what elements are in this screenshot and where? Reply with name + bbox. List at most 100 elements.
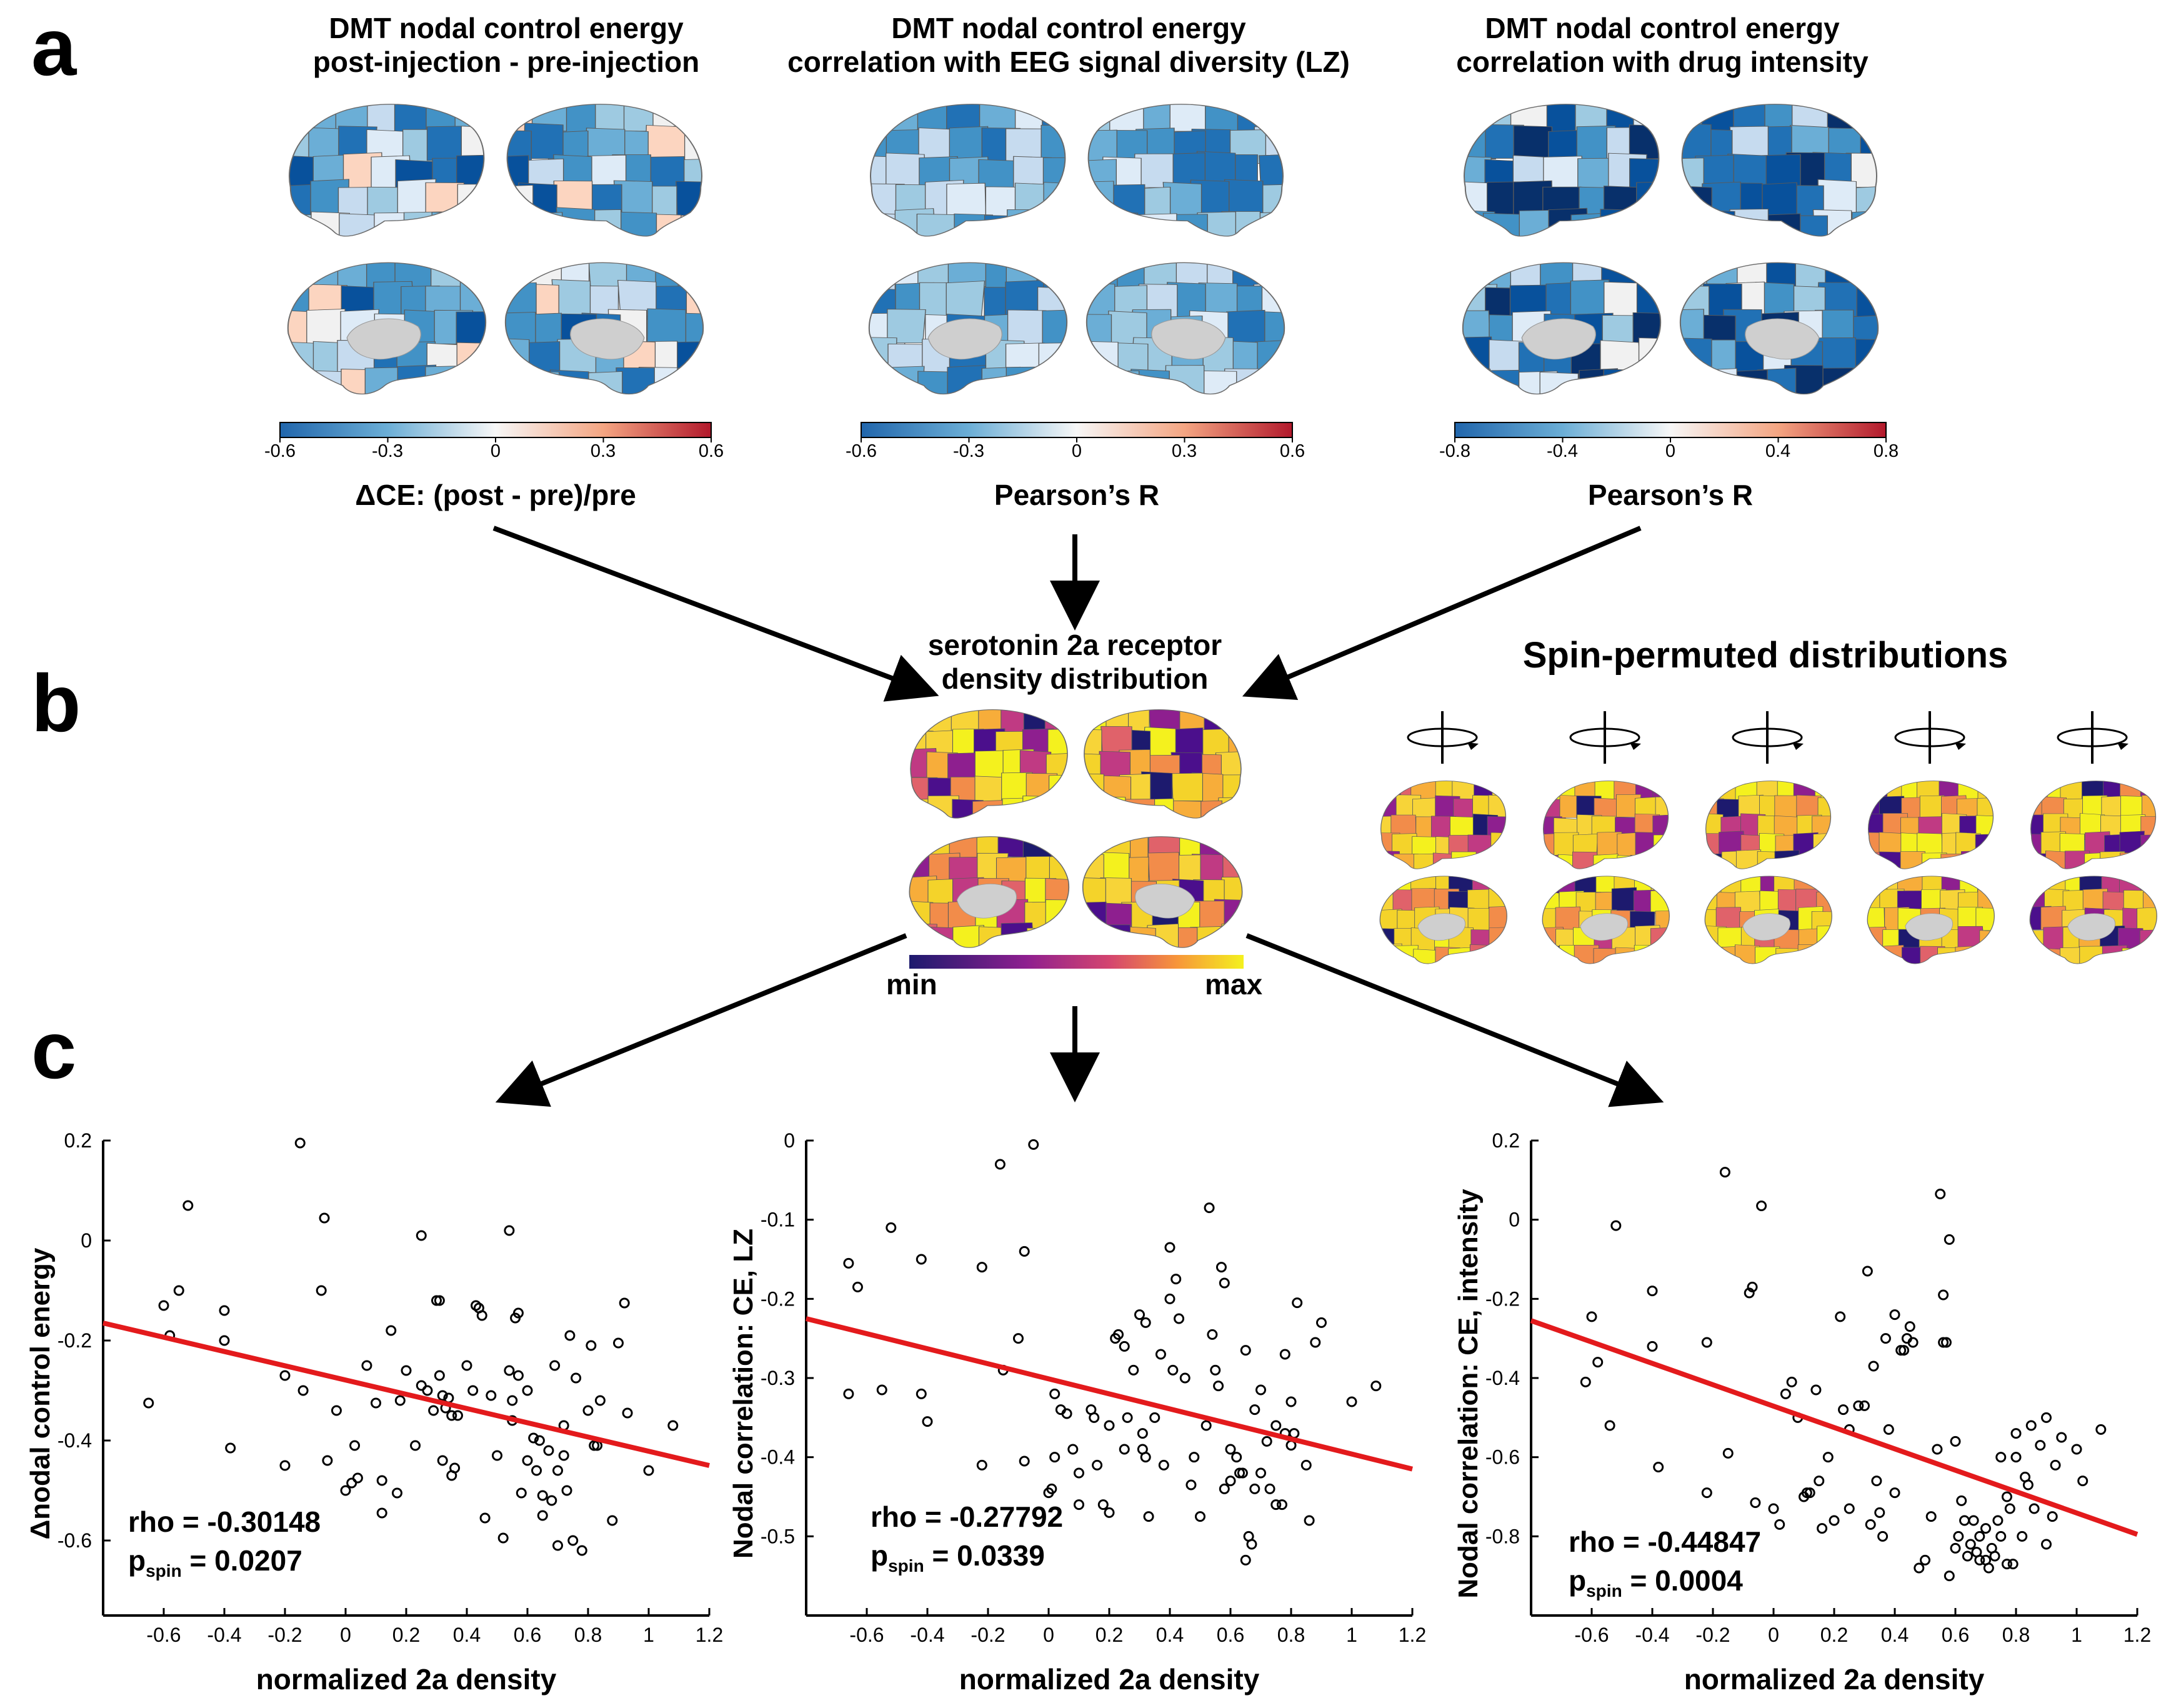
brain-parcel [676,104,702,135]
brain-parcel [1705,876,1725,893]
brain-parcel [1650,876,1670,892]
data-point [219,1305,230,1316]
data-point [667,1420,679,1431]
data-point [422,1385,433,1396]
data-point [467,1385,479,1396]
brain-outline [1704,876,1832,964]
data-point [1814,1476,1825,1487]
brain-parcel [431,262,470,288]
receptor-left-medial [909,836,1070,948]
brain-parcel [1086,314,1112,349]
spin-arrow-icon [1630,742,1641,750]
brain-parcel [1653,834,1669,858]
brain-parcel [1655,852,1669,869]
brain-outline [870,104,1066,237]
data-point [1865,1519,1876,1530]
brain-parcel [1542,944,1562,964]
brain-outline [1462,262,1662,395]
data-point [516,1487,527,1499]
scatter-plot-ce-intensity: -0.6 -0.4 -0.2 0 0.2 0.4 0.6 0.8 1 1.2 -0.8 -0.6 -0.… [1485,1129,2151,1646]
data-point [1722,1447,1734,1459]
medial-wall [956,884,1017,919]
medial-wall [927,318,1002,360]
data-point [1874,1507,1885,1518]
data-point [1950,1436,1961,1447]
arrow-b-to-c1 [495,933,907,1107]
data-point [1300,1459,1312,1471]
cbar2-tick-0: -0.6 [846,441,877,461]
y-tick-label: -0.6 [1485,1446,1520,1469]
brain-parcel [1774,850,1800,869]
medial-wall [1745,318,1820,360]
data-point [537,1490,548,1501]
data-point [916,1388,927,1399]
brain-parcel [1650,927,1670,951]
map1-left-lateral [289,104,485,237]
data-point [1143,1511,1154,1522]
y-tick-label: 0 [81,1229,92,1252]
brain-outline [1087,104,1284,237]
brain-parcel [1462,368,1492,394]
data-point [1822,1452,1834,1463]
data-point [1049,1388,1061,1399]
brain-parcels [1867,876,1995,964]
data-point [1128,1364,1139,1376]
brain-parcel [1611,887,1637,912]
spin5-lateral [2030,781,2157,869]
receptor-right-medial [1082,836,1243,948]
data-point [546,1495,557,1506]
brain-parcel [1044,209,1066,236]
brain-parcel [1635,262,1661,289]
brain-parcel [1165,365,1205,394]
brain-parcel [1047,927,1069,948]
brain-parcel [1513,125,1553,160]
cbar1-tick-0: -0.6 [264,441,296,461]
data-point [1750,1497,1761,1508]
brain-parcel [1007,209,1046,236]
x-tick-label: 0.6 [1942,1624,1969,1646]
data-point [2041,1412,2052,1423]
data-point [1932,1444,1943,1455]
data-point [622,1407,633,1419]
data-point [1137,1428,1148,1439]
data-point [2001,1491,2012,1502]
map2-left-lateral [870,104,1066,237]
data-point [571,1372,582,1384]
data-point [1174,1313,1185,1324]
x-tick-label: 0.4 [1156,1624,1184,1646]
data-point [279,1370,291,1381]
brain-parcel [461,126,484,161]
data-point [1701,1487,1712,1499]
brain-parcel [974,776,1006,804]
data-point [504,1225,515,1236]
brain-parcel [1488,795,1506,818]
map2-right-lateral [1087,104,1284,237]
brain-parcel [1086,262,1118,289]
x-tick-label: 1.2 [696,1624,723,1646]
brain-parcel [505,262,529,292]
y-tick-label: -0.4 [761,1446,795,1469]
receptor-colorbar [909,955,1244,969]
map3-left-lateral [1464,104,1660,237]
y-tick-label: -0.2 [1485,1287,1520,1310]
data-point [1871,1476,1882,1487]
brain-parcel [287,341,319,376]
x-tick-label: -0.6 [146,1624,181,1646]
spin-rotation-icon [2057,727,2128,747]
data-point [1801,1487,1812,1499]
brain-parcel [1451,851,1478,869]
data-point [476,1310,487,1321]
data-point [1270,1499,1282,1511]
data-point [1028,1139,1039,1150]
medial-wall [346,318,421,360]
brain-parcel [1680,337,1712,373]
brain-parcel [1490,832,1506,856]
brain-parcel [1815,948,1832,964]
brain-parcel [946,182,987,218]
map2-right-medial [1086,262,1285,395]
data-point [1225,1444,1236,1455]
x-tick-label: 0.4 [1881,1624,1909,1646]
data-point [976,1459,987,1471]
data-point [576,1545,587,1556]
data-point [294,1137,306,1149]
